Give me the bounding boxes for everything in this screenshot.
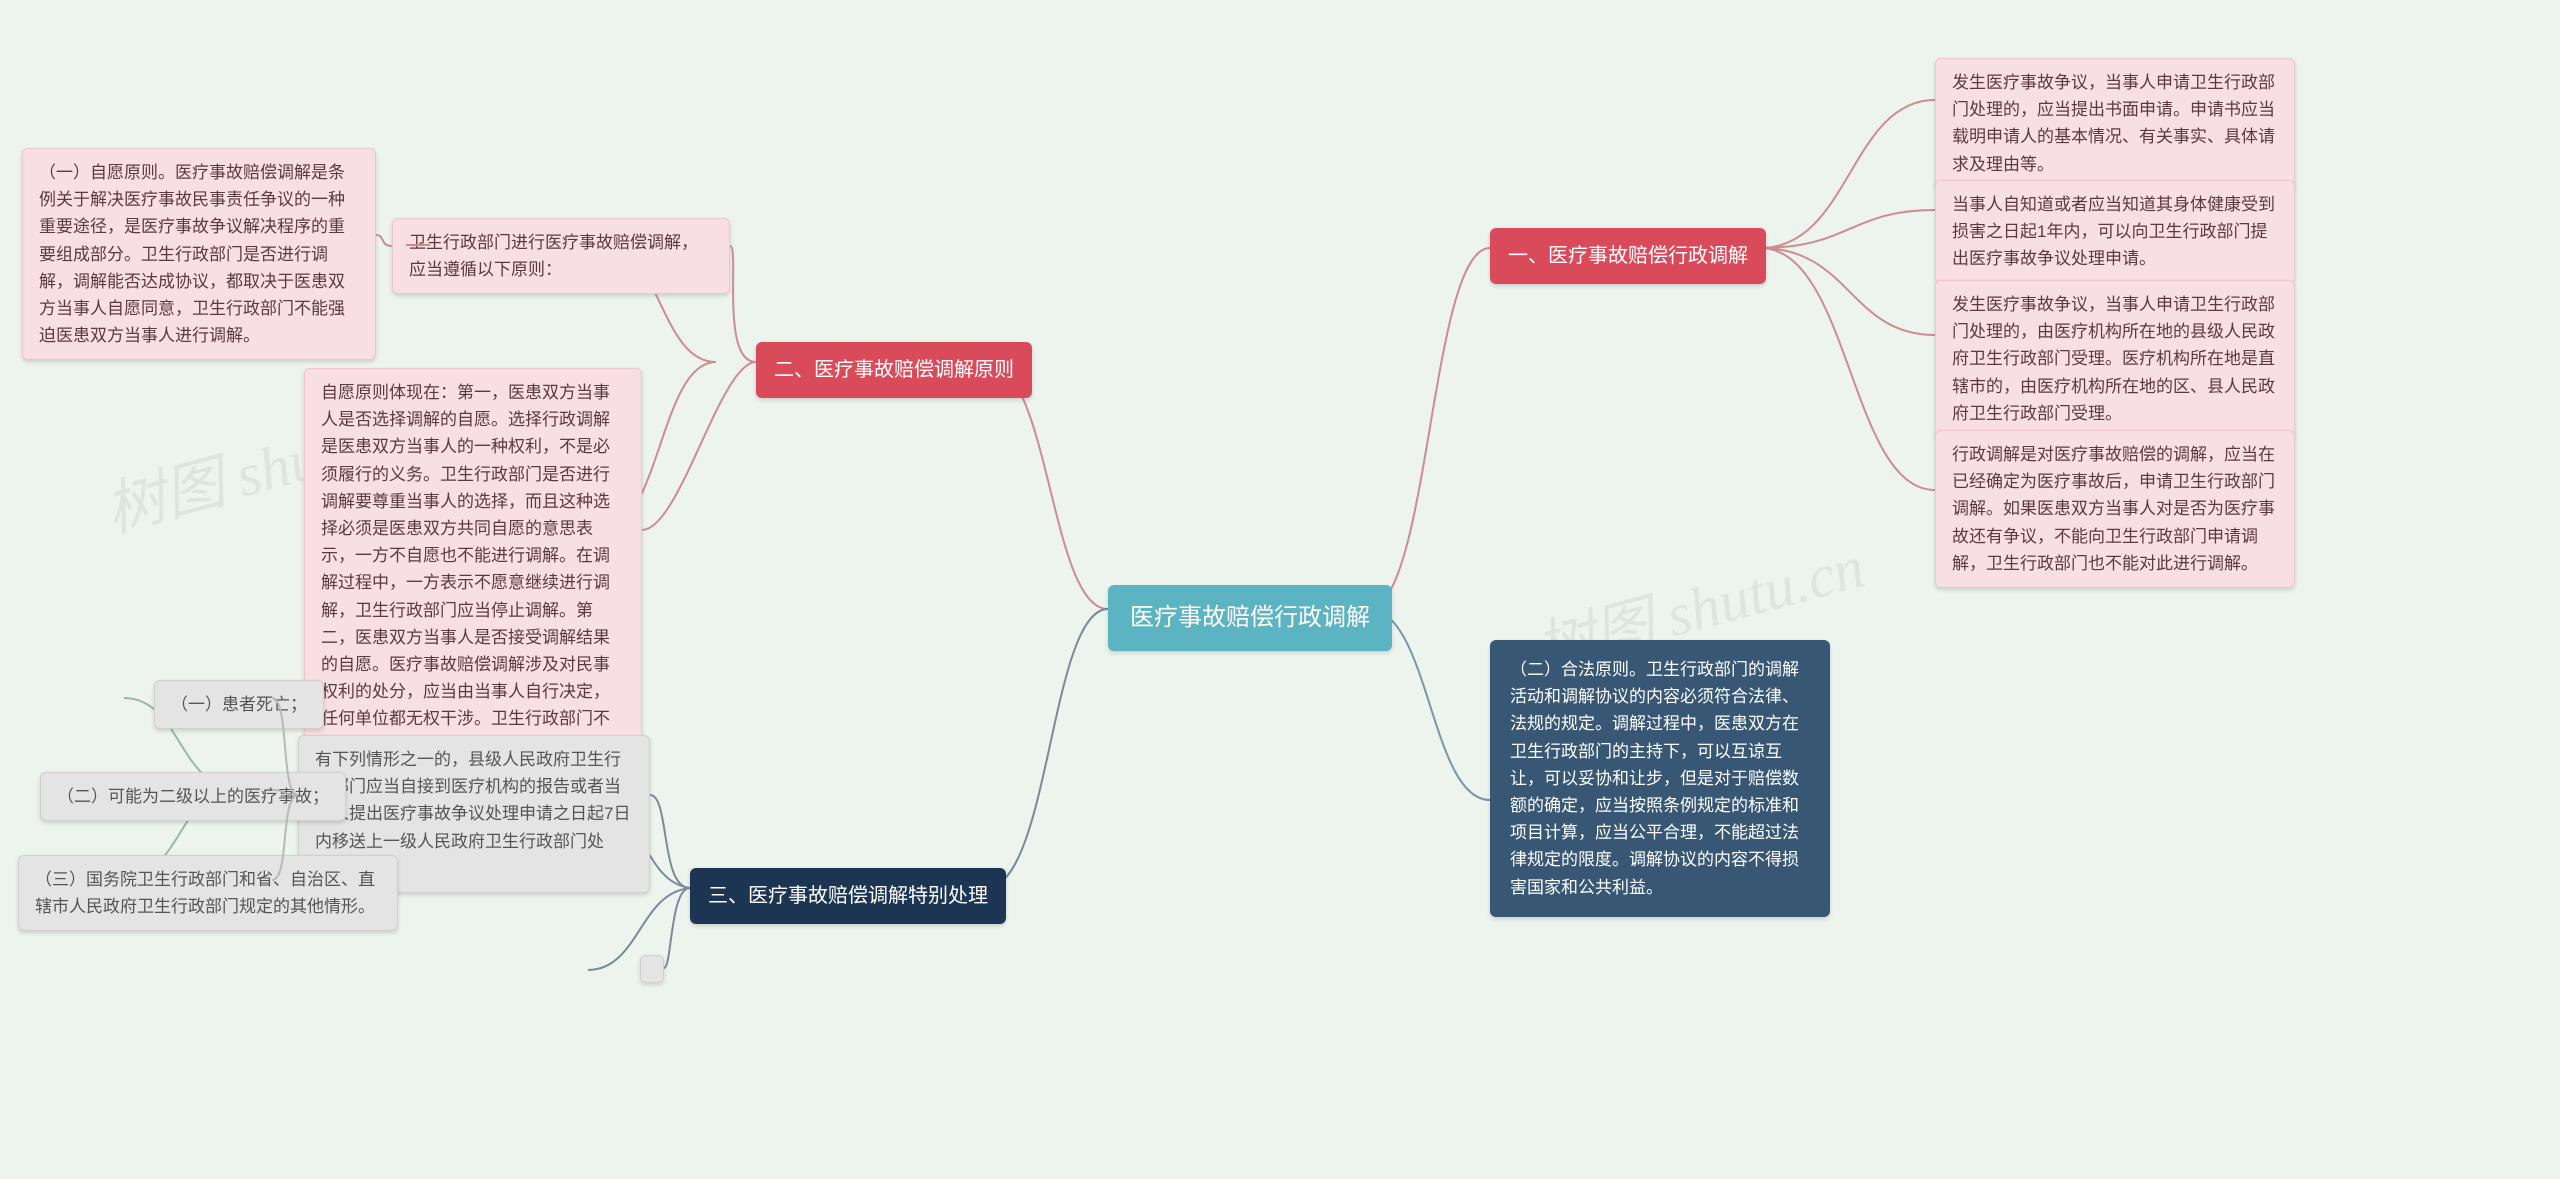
branch-3-leaf-1: （二）可能为二级以上的医疗事故； bbox=[40, 772, 346, 821]
branch-1-leaf-3: 行政调解是对医疗事故赔偿的调解，应当在已经确定为医疗事故后，申请卫生行政部门调解… bbox=[1935, 430, 2295, 588]
root-node: 医疗事故赔偿行政调解 bbox=[1108, 585, 1392, 651]
branch-1-leaf-1: 当事人自知道或者应当知道其身体健康受到损害之日起1年内，可以向卫生行政部门提出医… bbox=[1935, 180, 2295, 284]
branch-2: 二、医疗事故赔偿调解原则 bbox=[756, 342, 1032, 398]
branch-1-leaf-0: 发生医疗事故争议，当事人申请卫生行政部门处理的，应当提出书面申请。申请书应当载明… bbox=[1935, 58, 2295, 189]
branch-2-sub2: 自愿原则体现在：第一，医患双方当事人是否选择调解的自愿。选择行政调解是医患双方当… bbox=[304, 368, 642, 798]
branch-2-sub1: 卫生行政部门进行医疗事故赔偿调解，应当遵循以下原则： bbox=[392, 218, 730, 294]
branch-2-sub1-leaf: （一）自愿原则。医疗事故赔偿调解是条例关于解决医疗事故民事责任争议的一种重要途径… bbox=[22, 148, 376, 360]
branch-1-leaf-2: 发生医疗事故争议，当事人申请卫生行政部门处理的，由医疗机构所在地的县级人民政府卫… bbox=[1935, 280, 2295, 438]
branch-slate: （二）合法原则。卫生行政部门的调解活动和调解协议的内容必须符合法律、法规的规定。… bbox=[1490, 640, 1830, 917]
branch-3: 三、医疗事故赔偿调解特别处理 bbox=[690, 868, 1006, 924]
branch-1: 一、医疗事故赔偿行政调解 bbox=[1490, 228, 1766, 284]
branch-3-leaf-2: （三）国务院卫生行政部门和省、自治区、直辖市人民政府卫生行政部门规定的其他情形。 bbox=[18, 855, 398, 931]
branch-3-sub2-empty bbox=[640, 955, 664, 983]
branch-3-leaf-0: （一）患者死亡； bbox=[154, 680, 324, 729]
